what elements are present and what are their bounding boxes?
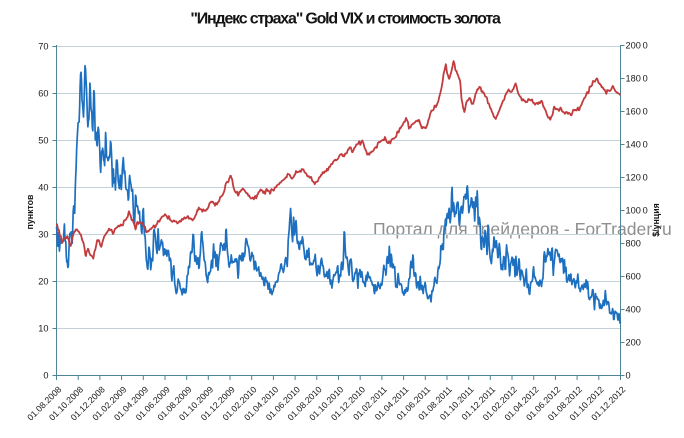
- svg-text:160 0: 160 0: [626, 106, 648, 116]
- svg-text:200: 200: [626, 337, 641, 347]
- svg-text:180 0: 180 0: [626, 73, 648, 83]
- svg-text:100 0: 100 0: [626, 205, 648, 215]
- svg-text:Портал для трейдеров - ForTrad: Портал для трейдеров - ForTrader.ru: [373, 219, 672, 239]
- svg-text:$/унция: $/унция: [651, 203, 661, 237]
- svg-text:"Индекс страха" Gold VIX и сто: "Индекс страха" Gold VIX и стоимость зол…: [190, 11, 501, 28]
- svg-text:140 0: 140 0: [626, 139, 648, 149]
- svg-text:30: 30: [38, 229, 48, 239]
- svg-text:200 0: 200 0: [626, 40, 648, 50]
- svg-text:0: 0: [43, 370, 48, 380]
- svg-text:50: 50: [38, 135, 48, 145]
- svg-text:20: 20: [38, 276, 48, 286]
- svg-text:600: 600: [626, 271, 641, 281]
- svg-text:120 0: 120 0: [626, 172, 648, 182]
- svg-text:800: 800: [626, 238, 641, 248]
- svg-text:0: 0: [626, 370, 631, 380]
- svg-text:40: 40: [38, 182, 48, 192]
- svg-text:400: 400: [626, 304, 641, 314]
- svg-text:пунктов: пунктов: [25, 194, 35, 229]
- svg-text:70: 70: [38, 41, 48, 51]
- svg-text:10: 10: [38, 323, 48, 333]
- svg-text:60: 60: [38, 88, 48, 98]
